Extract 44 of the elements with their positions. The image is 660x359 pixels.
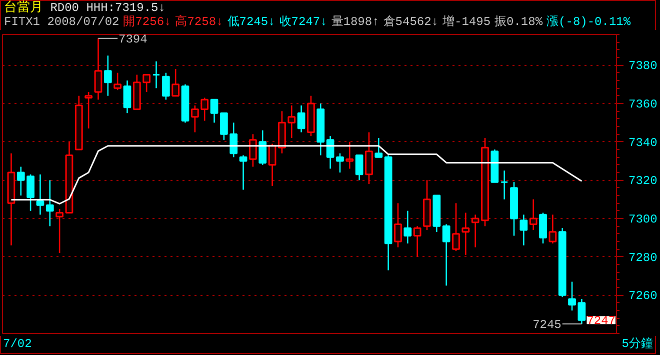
candlestick	[94, 38, 102, 100]
candlestick	[258, 130, 267, 166]
text: 振0.18%	[494, 15, 543, 29]
candlestick	[316, 102, 325, 156]
candlestick	[7, 152, 16, 246]
text: 開7256↓	[123, 15, 172, 29]
text: 高7258↓	[175, 15, 224, 29]
candlestick	[46, 180, 54, 227]
candlestick	[404, 210, 412, 244]
candlestick	[288, 104, 296, 139]
candlestick	[365, 132, 373, 185]
y-tick-label: 7260	[628, 289, 658, 304]
candlestick	[520, 214, 528, 246]
text: 漲(-8)-0.11%	[546, 15, 631, 29]
y-tick-label: 7360	[628, 98, 658, 112]
candlestick	[104, 54, 112, 96]
text: 倉54562↓	[383, 15, 439, 29]
candlestick	[152, 60, 160, 89]
text: RD00 HHH:7319.5↓	[50, 1, 166, 15]
text: FITX1 2008/07/02	[4, 15, 120, 29]
text: 增-1495	[442, 15, 491, 29]
candlestick	[529, 198, 538, 231]
annotation: 7394	[118, 32, 148, 46]
y-tick-label: 7380	[628, 59, 658, 74]
candlestick	[462, 212, 470, 256]
y-tick-label: 7340	[628, 136, 658, 150]
y-tick-label: 7320	[628, 174, 658, 188]
text: 7/02	[3, 336, 32, 353]
y-tick-label: 7300	[628, 212, 658, 226]
chart-title: 台當月	[4, 0, 43, 15]
text: 收7247↓	[279, 15, 328, 29]
candlestick	[297, 104, 306, 133]
text: 5分鐘	[622, 336, 653, 353]
candlestick	[326, 135, 334, 170]
candlestick	[500, 170, 508, 200]
candlestick	[123, 80, 132, 114]
y-tick-label: 7280	[628, 250, 658, 265]
candlestick	[36, 174, 44, 216]
candlestick	[346, 141, 354, 170]
text: 量1898↑	[331, 15, 380, 29]
text: 7247	[586, 314, 616, 328]
candlestick	[413, 226, 422, 258]
text: 低7245↓	[227, 15, 276, 29]
annotation: 7245	[532, 318, 562, 332]
